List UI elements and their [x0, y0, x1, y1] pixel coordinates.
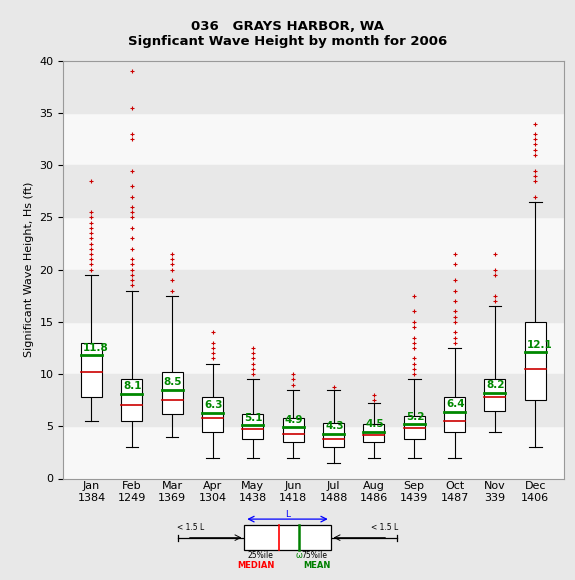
Bar — [202, 397, 223, 432]
Text: 5.1: 5.1 — [244, 412, 263, 423]
Bar — [444, 397, 465, 432]
Y-axis label: Significant Wave Height, Hs (ft): Significant Wave Height, Hs (ft) — [24, 182, 34, 357]
Bar — [63, 426, 564, 478]
Bar — [63, 61, 564, 113]
Bar — [63, 374, 564, 426]
Text: 4.3: 4.3 — [325, 421, 344, 431]
Text: 12.1: 12.1 — [527, 339, 553, 350]
Text: < 1.5 L: < 1.5 L — [371, 523, 398, 532]
Text: < 1.5 L: < 1.5 L — [177, 523, 204, 532]
Text: 4.5: 4.5 — [366, 419, 384, 429]
Bar — [63, 218, 564, 270]
Text: 5.2: 5.2 — [406, 412, 424, 422]
Text: 8.2: 8.2 — [486, 380, 505, 390]
Bar — [323, 423, 344, 447]
Text: Signficant Wave Height by month for 2006: Signficant Wave Height by month for 2006 — [128, 35, 447, 48]
Bar — [525, 322, 546, 400]
Bar — [63, 113, 564, 165]
Bar — [404, 416, 425, 439]
Bar — [283, 418, 304, 442]
Bar — [63, 165, 564, 218]
Bar — [244, 525, 331, 550]
Text: 8.1: 8.1 — [124, 381, 142, 392]
Bar — [243, 414, 263, 439]
Text: ω: ω — [296, 551, 302, 560]
Text: 6.4: 6.4 — [446, 399, 465, 409]
Text: 6.3: 6.3 — [204, 400, 223, 410]
Bar — [63, 322, 564, 374]
Text: 75%ile: 75%ile — [302, 551, 328, 560]
Bar — [363, 424, 384, 442]
Text: L: L — [285, 509, 290, 519]
Bar — [162, 372, 183, 414]
Bar — [484, 379, 505, 411]
Bar — [121, 379, 143, 421]
Text: 8.5: 8.5 — [164, 377, 182, 387]
Text: MEAN: MEAN — [304, 561, 331, 570]
Bar — [63, 270, 564, 322]
Text: 4.9: 4.9 — [285, 415, 303, 425]
Text: MEDIAN: MEDIAN — [237, 561, 275, 570]
Text: 11.8: 11.8 — [83, 343, 109, 353]
Text: 036   GRAYS HARBOR, WA: 036 GRAYS HARBOR, WA — [191, 20, 384, 33]
Bar — [81, 343, 102, 397]
Text: 25%ile: 25%ile — [247, 551, 273, 560]
